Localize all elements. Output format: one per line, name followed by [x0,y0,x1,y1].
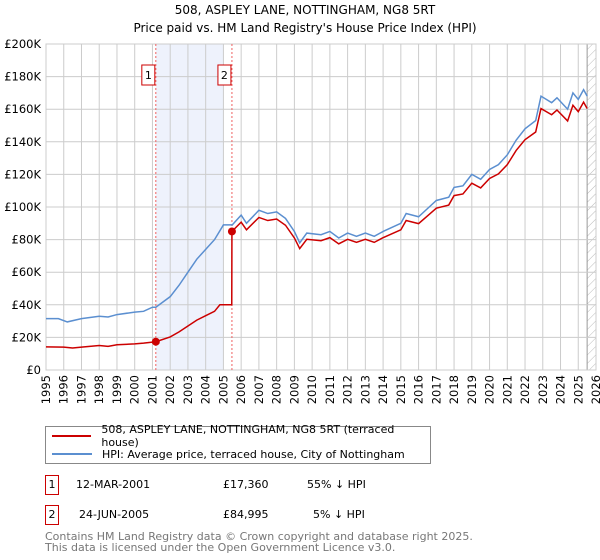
sale-point [151,337,160,346]
x-tick-label: 1997 [74,375,88,404]
footer: Contains HM Land Registry data © Crown c… [45,531,473,553]
transaction-row: 1 12-MAR-2001 £17,360 55% ↓ HPI [45,475,465,495]
x-tick-label: 2021 [500,375,514,404]
x-tick-label: 2007 [252,375,266,404]
x-tick-label: 2006 [234,375,248,404]
y-tick-label: £120K [4,167,41,181]
marker-badge: 2 [45,505,59,525]
y-tick-label: £160K [4,102,41,116]
x-tick-label: 2020 [483,375,497,404]
x-tick-label: 1995 [39,375,53,404]
x-tick-label: 2003 [181,375,195,404]
x-tick-label: 2024 [554,375,568,404]
legend-label: HPI: Average price, terraced house, City… [102,447,405,461]
hpi-line [46,88,588,323]
x-tick-label: 2018 [447,375,461,404]
x-tick-label: 2023 [536,375,550,404]
chart-title: 508, ASPLEY LANE, NOTTINGHAM, NG8 5RT [175,3,436,17]
legend: 508, ASPLEY LANE, NOTTINGHAM, NG8 5RT (t… [45,423,431,464]
x-tick-label: 2017 [429,375,443,404]
x-tick-label: 2000 [128,375,142,404]
y-tick-label: £80K [12,233,42,247]
price-chart: 508, ASPLEY LANE, NOTTINGHAM, NG8 5RT Pr… [4,3,600,404]
y-tick-label: £180K [4,70,41,84]
y-tick-label: £140K [4,135,41,149]
transaction-price: £17,360 [223,478,269,491]
y-tick-label: £40K [12,298,42,312]
copyright-text: Contains HM Land Registry data © Crown c… [45,530,473,543]
x-tick-label: 2005 [216,375,230,404]
legend-item-price: 508, ASPLEY LANE, NOTTINGHAM, NG8 5RT (t… [52,423,430,449]
legend-label: 508, ASPLEY LANE, NOTTINGHAM, NG8 5RT (t… [101,423,395,449]
y-tick-label: £200K [4,37,41,51]
annotation-label: 2 [221,69,228,82]
x-tick-label: 2011 [323,375,337,404]
transaction-price: £84,995 [223,508,269,521]
legend-item-hpi: HPI: Average price, terraced house, City… [52,445,405,463]
y-tick-label: £100K [4,200,41,214]
transaction-row: 2 24-JUN-2005 £84,995 5% ↓ HPI [45,505,465,525]
transaction-hpi: 5% ↓ HPI [313,508,365,521]
x-tick-label: 2001 [145,375,159,404]
x-tick-label: 2025 [571,375,585,404]
x-tick-label: 1999 [110,375,124,404]
x-tick-label: 2008 [270,375,284,404]
licence-text: This data is licensed under the Open Gov… [45,541,396,554]
x-tick-label: 2009 [287,375,301,404]
x-tick-label: 2014 [376,375,390,404]
red-line-swatch [52,435,92,437]
x-tick-label: 2022 [518,375,532,404]
annotation-box [141,64,156,86]
y-tick-label: £0 [26,363,41,377]
x-tick-label: 2026 [589,375,600,404]
transaction-date: 12-MAR-2001 [76,478,151,491]
sale-point [227,227,236,236]
price-paid-line [45,100,588,349]
x-tick-label: 2002 [163,375,177,404]
x-tick-label: 2004 [199,375,213,404]
marker-badge: 1 [45,475,59,495]
annotation-label: 1 [145,69,152,82]
y-tick-label: £20K [12,330,42,344]
chart-subtitle: Price paid vs. HM Land Registry's House … [133,21,476,35]
x-tick-label: 2010 [305,375,319,404]
transaction-date: 24-JUN-2005 [79,508,150,521]
transaction-hpi: 55% ↓ HPI [307,478,366,491]
blue-line-swatch [52,453,92,455]
y-tick-label: £60K [12,265,42,279]
x-tick-label: 2015 [394,375,408,404]
annotation-box [217,64,232,86]
plot-frame [45,43,597,371]
x-tick-label: 1998 [92,375,106,404]
x-tick-label: 1996 [57,375,71,404]
x-tick-label: 2013 [358,375,372,404]
x-tick-label: 2016 [412,375,426,404]
x-tick-label: 2019 [465,375,479,404]
x-tick-label: 2012 [341,375,355,404]
